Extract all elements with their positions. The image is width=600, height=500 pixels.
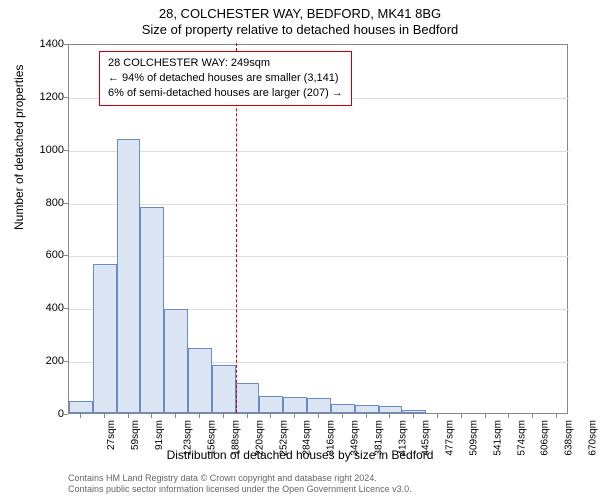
x-tick-label: 413sqm [397,420,408,456]
histogram-bar [307,398,331,413]
histogram-bar [402,410,426,413]
x-axis-label: Distribution of detached houses by size … [0,448,600,462]
x-tick-mark [223,414,224,418]
y-tick-label: 200 [24,355,64,367]
x-tick-mark [485,414,486,418]
y-tick-label: 1000 [24,144,64,156]
histogram-bar [140,207,164,413]
histogram-bar [283,397,307,413]
y-tick-label: 1400 [24,38,64,50]
chart-container: 28, COLCHESTER WAY, BEDFORD, MK41 8BG Si… [0,0,600,500]
y-tick-label: 1200 [24,91,64,103]
histogram-bar [331,404,355,413]
y-tick-mark [64,150,68,151]
y-tick-label: 0 [24,408,64,420]
y-tick-mark [64,361,68,362]
y-tick-mark [64,97,68,98]
y-tick-label: 800 [24,197,64,209]
x-tick-mark [104,414,105,418]
y-tick-mark [64,308,68,309]
x-tick-mark [199,414,200,418]
x-tick-mark [175,414,176,418]
x-tick-mark [508,414,509,418]
x-tick-mark [532,414,533,418]
footer-line2: Contains public sector information licen… [68,484,412,496]
x-tick-mark [151,414,152,418]
chart-title-sub: Size of property relative to detached ho… [0,22,600,37]
x-tick-mark [128,414,129,418]
histogram-bar [379,406,403,413]
x-tick-mark [247,414,248,418]
x-tick-label: 445sqm [421,420,432,456]
histogram-bar [164,309,188,413]
grid-line [69,151,569,152]
x-tick-label: 188sqm [231,420,242,456]
x-tick-label: 541sqm [492,420,503,456]
x-tick-mark [318,414,319,418]
histogram-bar [93,264,117,413]
annotation-box: 28 COLCHESTER WAY: 249sqm ← 94% of detac… [99,51,352,106]
x-tick-mark [437,414,438,418]
annotation-line3: 6% of semi-detached houses are larger (2… [108,86,343,101]
histogram-bar [212,365,236,413]
y-tick-mark [64,255,68,256]
x-tick-label: 91sqm [154,420,165,450]
x-tick-label: 284sqm [302,420,313,456]
x-tick-mark [294,414,295,418]
x-tick-mark [461,414,462,418]
histogram-bar [69,401,93,413]
x-tick-label: 638sqm [564,420,575,456]
histogram-bar [117,139,141,413]
histogram-bar [259,396,283,413]
x-tick-mark [80,414,81,418]
chart-title-main: 28, COLCHESTER WAY, BEDFORD, MK41 8BG [0,6,600,21]
x-tick-mark [270,414,271,418]
footer: Contains HM Land Registry data © Crown c… [68,473,412,496]
x-tick-label: 27sqm [106,420,117,450]
x-tick-label: 220sqm [254,420,265,456]
y-tick-mark [64,44,68,45]
x-tick-mark [342,414,343,418]
x-tick-label: 670sqm [588,420,599,456]
x-tick-label: 574sqm [516,420,527,456]
x-tick-mark [556,414,557,418]
histogram-bar [355,405,379,413]
x-tick-label: 156sqm [207,420,218,456]
grid-line [69,204,569,205]
x-tick-mark [389,414,390,418]
x-tick-label: 606sqm [540,420,551,456]
x-tick-mark [413,414,414,418]
y-tick-label: 400 [24,302,64,314]
x-tick-label: 316sqm [326,420,337,456]
x-tick-label: 381sqm [373,420,384,456]
footer-line1: Contains HM Land Registry data © Crown c… [68,473,412,485]
x-tick-label: 509sqm [469,420,480,456]
histogram-bar [188,348,212,413]
x-tick-label: 59sqm [130,420,141,450]
x-tick-mark [366,414,367,418]
y-tick-mark [64,414,68,415]
histogram-bar [236,383,260,413]
y-tick-mark [64,203,68,204]
x-tick-label: 123sqm [183,420,194,456]
x-tick-label: 349sqm [350,420,361,456]
annotation-line1: 28 COLCHESTER WAY: 249sqm [108,56,343,71]
plot-area: 28 COLCHESTER WAY: 249sqm ← 94% of detac… [68,44,568,414]
x-tick-label: 252sqm [278,420,289,456]
x-tick-label: 477sqm [445,420,456,456]
y-tick-label: 600 [24,249,64,261]
annotation-line2: ← 94% of detached houses are smaller (3,… [108,71,343,86]
